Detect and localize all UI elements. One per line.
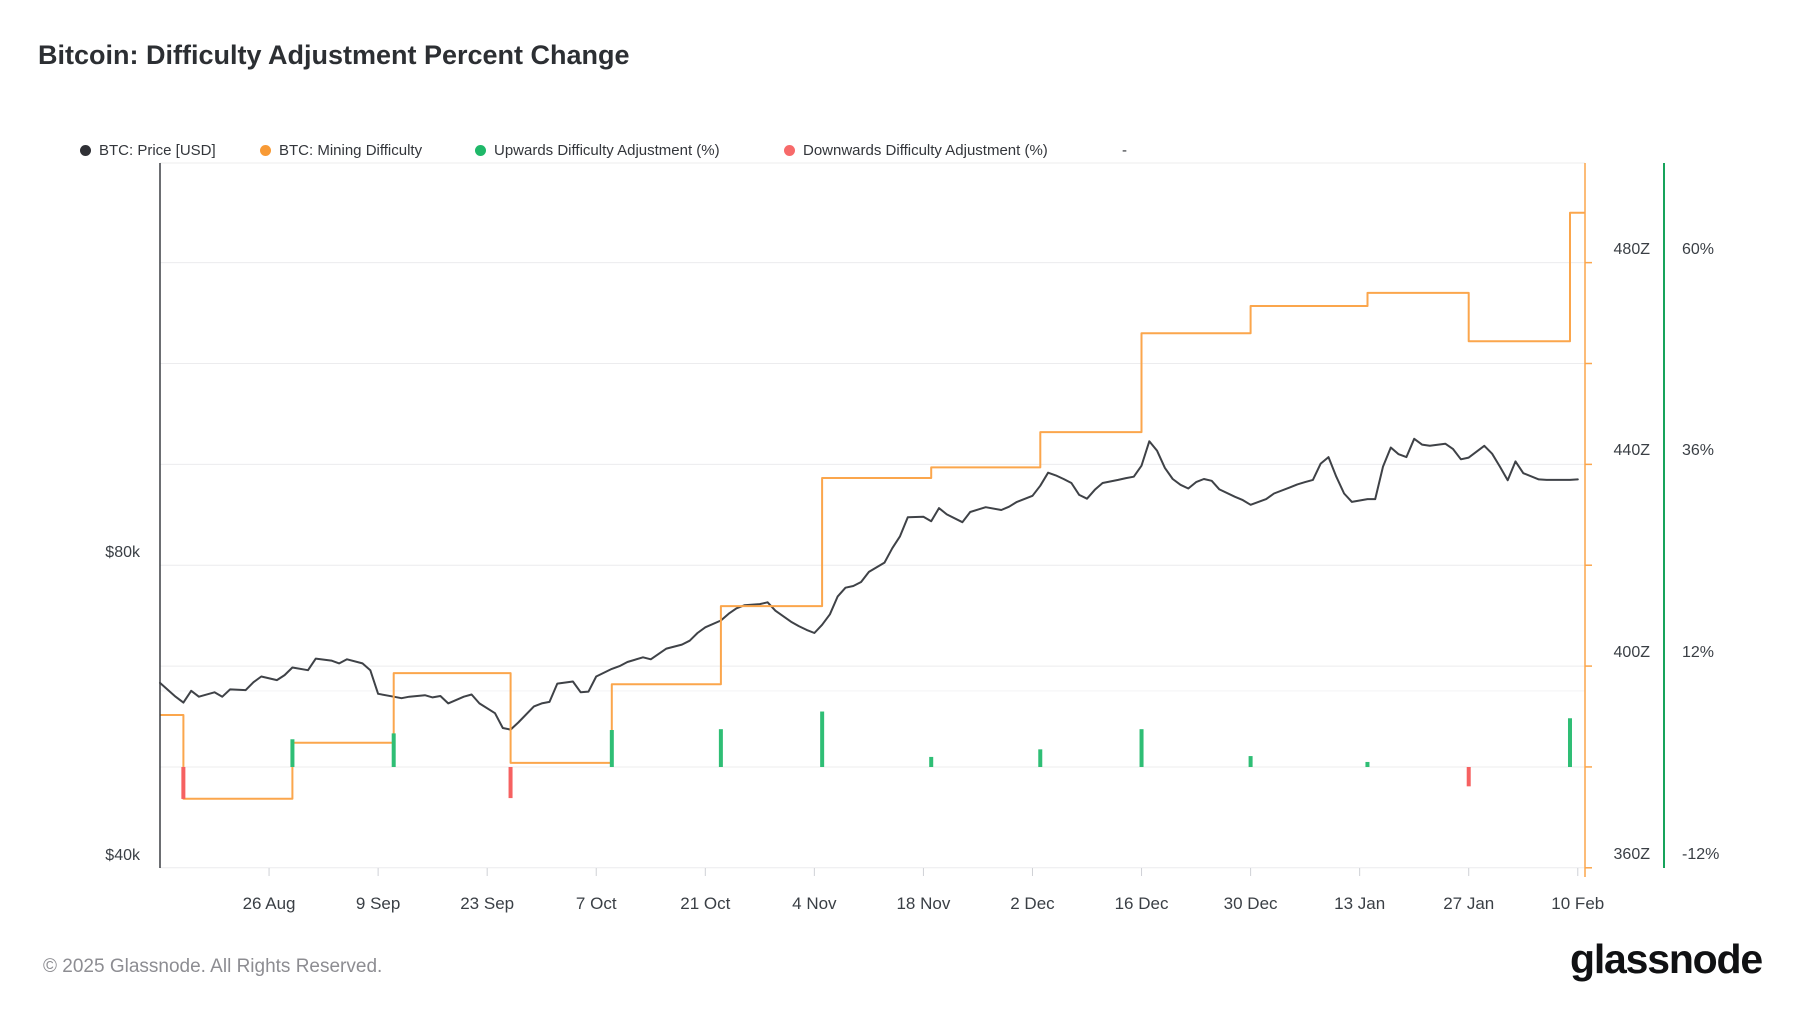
- legend-item-label: -: [1122, 141, 1127, 159]
- x-axis-label: 30 Dec: [1223, 894, 1278, 913]
- x-axis-label: 4 Nov: [792, 894, 837, 913]
- downward-adjustment-bar: [1466, 767, 1471, 787]
- upward-adjustment-bar: [820, 711, 825, 767]
- legend-item-1[interactable]: BTC: Price [USD]: [80, 140, 216, 160]
- price-axis-label: $80k: [105, 544, 140, 562]
- upward-adjustment-bar: [929, 756, 934, 767]
- legend-item-label: BTC: Mining Difficulty: [279, 141, 423, 159]
- x-axis-label: 9 Sep: [355, 894, 401, 913]
- x-axis-label: 18 Nov: [896, 894, 951, 913]
- difficulty-axis-label: 360Z: [1613, 845, 1650, 863]
- x-axis-label: 10 Feb: [1551, 894, 1605, 913]
- upward-adjustment-bar: [718, 729, 723, 767]
- upward-adjustment-bar: [609, 730, 614, 767]
- x-axis-label: 23 Sep: [460, 894, 515, 913]
- x-axis-label: 26 Aug: [242, 894, 296, 913]
- legend-marker-icon: [475, 144, 486, 156]
- legend-item-4[interactable]: Downwards Difficulty Adjustment (%): [784, 140, 1048, 160]
- upward-adjustment-bar: [1038, 749, 1043, 767]
- legend-marker-icon: [260, 144, 271, 156]
- difficulty-step-line: [160, 211, 1585, 800]
- legend-item-label: Upwards Difficulty Adjustment (%): [494, 141, 720, 159]
- legend-marker-icon: [80, 144, 91, 156]
- upward-adjustment-bar: [1248, 756, 1253, 767]
- legend-marker-icon: [784, 144, 795, 156]
- x-axis-label: 27 Jan: [1443, 894, 1495, 913]
- x-axis-label: 21 Oct: [680, 894, 731, 913]
- x-axis-label: 13 Jan: [1334, 894, 1386, 913]
- downward-adjustment-bar: [181, 767, 186, 799]
- x-axis-label: 2 Dec: [1010, 894, 1055, 913]
- percent-axis-label: -12%: [1682, 845, 1720, 863]
- difficulty-axis-label: 400Z: [1613, 644, 1650, 662]
- price-axis-label: $40k: [105, 846, 140, 864]
- upward-adjustment-bar: [290, 739, 295, 767]
- price-line: [159, 437, 1579, 731]
- legend-item-label: BTC: Price [USD]: [99, 141, 216, 159]
- upward-adjustment-bar: [1365, 761, 1370, 767]
- legend-item-5: -: [1122, 140, 1127, 160]
- percent-axis-label: 60%: [1682, 240, 1715, 258]
- x-axis-label: 7 Oct: [575, 894, 617, 913]
- legend-item-label: Downwards Difficulty Adjustment (%): [803, 141, 1048, 159]
- upward-adjustment-bar: [391, 733, 396, 767]
- glassnode-logo[interactable]: glassnode: [1570, 936, 1763, 982]
- downward-adjustment-bar: [508, 767, 513, 799]
- difficulty-axis-label: 440Z: [1613, 442, 1650, 460]
- footer-copyright: © 2025 Glassnode. All Rights Reserved.: [43, 956, 383, 977]
- difficulty-axis-label: 480Z: [1613, 240, 1650, 258]
- upward-adjustment-bar: [1139, 729, 1144, 767]
- upward-adjustment-bar: [1567, 718, 1572, 767]
- legend-item-2[interactable]: BTC: Mining Difficulty: [260, 140, 422, 160]
- legend-item-3[interactable]: Upwards Difficulty Adjustment (%): [475, 140, 720, 160]
- percent-axis-label: 12%: [1682, 644, 1715, 662]
- percent-axis-label: 36%: [1682, 442, 1715, 460]
- x-axis-label: 16 Dec: [1114, 894, 1169, 913]
- page-title: Bitcoin: Difficulty Adjustment Percent C…: [38, 40, 630, 70]
